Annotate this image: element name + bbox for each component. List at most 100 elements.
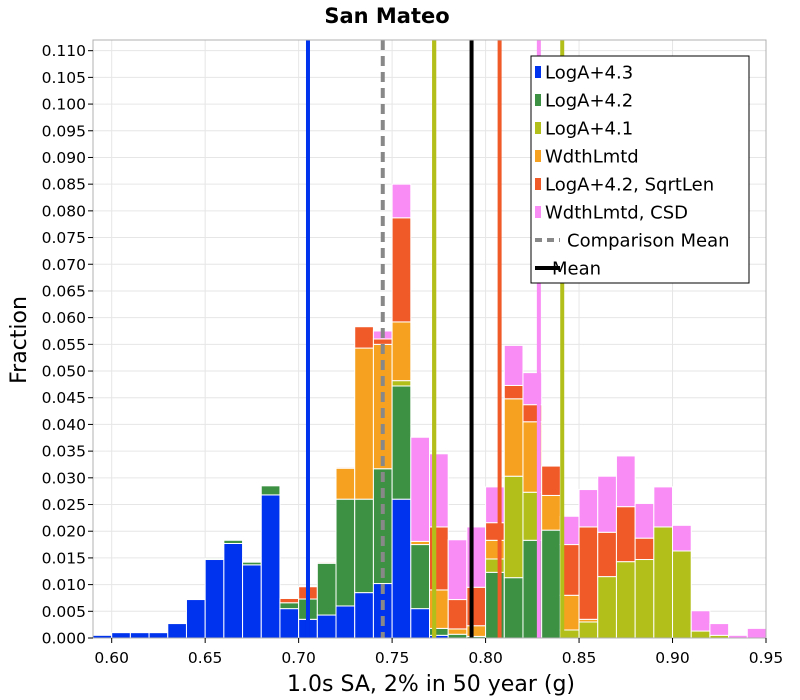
bar-segment: LogA+4.3: 0.0268 xyxy=(260,494,281,639)
bar-segment: WdthLmtd, CSD: 0.0112 xyxy=(447,539,468,601)
bar-segment: LogA+4.1: 0.0163 xyxy=(672,550,692,639)
bar-segment: LogA+4.1: 0.0115 xyxy=(597,576,617,639)
bar-segment: WdthLmtd, CSD: 0.0063 xyxy=(391,183,412,219)
y-axis-label: Fraction xyxy=(7,296,32,384)
legend-swatch xyxy=(535,150,541,162)
legend-swatch xyxy=(535,122,541,134)
x-tick-label: 0.65 xyxy=(188,649,223,667)
bar-segment: LogA+4.3: 0.001 xyxy=(148,632,169,639)
legend-swatch xyxy=(535,66,541,78)
x-tick-label: 0.60 xyxy=(94,649,129,667)
bar-segment: LogA+4.3: 0.006 xyxy=(335,605,356,639)
y-tick-label: 0.000 xyxy=(42,630,86,648)
bar-segment: LogA+4.2, SqrtLen: 0.0055 xyxy=(447,599,468,630)
bar-segment: LogA+4.2: 0.0017 xyxy=(260,485,281,496)
bar-segment: LogA+4.2, SqrtLen: 0.001 xyxy=(372,338,393,345)
legend-label: WdthLmtd xyxy=(545,147,639,168)
bar-segment: WdthLmtd, CSD: 0.0105 xyxy=(597,475,617,533)
x-axis-label: 1.0s SA, 2% in 50 year (g) xyxy=(287,672,575,697)
legend-label: LogA+4.1 xyxy=(545,119,633,140)
y-tick-label: 0.035 xyxy=(42,443,86,461)
chart-title: San Mateo xyxy=(324,4,449,28)
y-tick-label: 0.100 xyxy=(42,96,86,114)
y-tick-label: 0.025 xyxy=(42,496,86,514)
y-tick-label: 0.095 xyxy=(42,122,86,140)
x-tick-label: 0.75 xyxy=(375,649,410,667)
bar-segment: LogA+4.2, SqrtLen: 0.0055 xyxy=(541,465,561,496)
plot-area-frame xyxy=(92,39,767,639)
bar-segment: LogA+4.3: 0.0137 xyxy=(242,564,262,639)
bar-segment: LogA+4.2: 0.012 xyxy=(410,544,430,610)
y-tick-label: 0.080 xyxy=(42,202,86,220)
y-tick-label: 0.015 xyxy=(42,549,86,567)
legend-swatch xyxy=(535,94,541,106)
x-tick-label: 0.90 xyxy=(655,649,690,667)
bar-segment: LogA+4.3: 0.0043 xyxy=(316,614,337,639)
bar-segment: WdthLmtd, CSD: 0.007 xyxy=(578,489,599,528)
y-tick-label: 0.010 xyxy=(42,576,86,594)
bar-segment: LogA+4.3: 0.026 xyxy=(391,498,412,639)
bar-segment: LogA+4.2: 0.02 xyxy=(335,498,356,607)
bar-segment: LogA+4.2: 0.0175 xyxy=(354,498,374,594)
bar-segment: LogA+4.2, SqrtLen: 0.004 xyxy=(634,537,655,561)
vertical-reference-lines xyxy=(305,40,565,638)
bar-segment: WdthLmtd: 0.0065 xyxy=(541,494,561,531)
y-tick-label: 0.030 xyxy=(42,469,86,487)
legend-box xyxy=(530,55,750,284)
y-tick-label: 0.005 xyxy=(42,603,86,621)
y-tick-label: 0.060 xyxy=(42,309,86,327)
y-tick-label: 0.085 xyxy=(42,176,86,194)
bar-segment: LogA+4.2: 0.0002 xyxy=(204,557,225,561)
bar-segment: LogA+4.1: 0.0147 xyxy=(634,559,655,639)
legend-label: Comparison Mean xyxy=(567,231,730,252)
x-tick-label: 0.70 xyxy=(281,649,316,667)
x-tick-label: 0.95 xyxy=(749,649,784,667)
bar-segment: WdthLmtd: 0.0145 xyxy=(503,398,524,477)
bar-segment: LogA+4.2: 0.0212 xyxy=(391,385,412,500)
bar-segment: LogA+4.3: 0.0177 xyxy=(223,542,244,639)
bar-segment: LogA+4.3: 0.0085 xyxy=(354,592,374,639)
y-tick-label: 0.070 xyxy=(42,256,86,274)
bar-segment: WdthLmtd, CSD: 0.0065 xyxy=(634,502,655,539)
bar-segment: LogA+4.2, SqrtLen: 0.0195 xyxy=(391,217,412,323)
bar-segment: LogA+4.2, SqrtLen: 0.0002 xyxy=(316,561,337,564)
y-tick-label: 0.090 xyxy=(42,149,86,167)
y-tick-label: 0.065 xyxy=(42,282,86,300)
y-axis-ticks: 0.000 0.005 0.010 0.015 0.020 0.025 0.030 0.035… xyxy=(42,42,93,648)
bar-segment: WdthLmtd, CSD: 0.0022 xyxy=(709,623,730,636)
bar-segment: LogA+4.2, SqrtLen: 0.004 xyxy=(354,326,374,349)
bar-segment: WdthLmtd: 0.0283 xyxy=(354,347,374,500)
bar-segment: WdthLmtd, CSD: 0.0075 xyxy=(503,344,524,386)
y-tick-label: 0.055 xyxy=(42,336,86,354)
legend-label: LogA+4.2 xyxy=(545,91,633,112)
bar-segment: LogA+4.3: 0.0055 xyxy=(279,608,300,639)
bar-segment: LogA+4.3: 0.0072 xyxy=(185,599,206,639)
y-tick-label: 0.105 xyxy=(42,69,86,87)
bar-segment: LogA+4.2, SqrtLen: 0.0173 xyxy=(578,526,599,620)
x-tick-label: 0.85 xyxy=(562,649,597,667)
bar-segment: LogA+4.2: 0.0007 xyxy=(447,633,468,639)
bar-segment: LogA+4.3: 0.0027 xyxy=(167,623,187,639)
y-tick-label: 0.075 xyxy=(42,229,86,247)
bar-segment: LogA+4.2, SqrtLen: 0.0008 xyxy=(279,597,300,604)
bar-segment: LogA+4.2, SqrtLen: 0.0103 xyxy=(615,506,636,563)
bar-segment: LogA+4.3: 0.0147 xyxy=(204,559,225,639)
bar-segment: LogA+4.2: 0.0113 xyxy=(503,577,524,639)
bar-segment: WdthLmtd, CSD: 0.0038 xyxy=(690,610,711,632)
y-tick-label: 0.045 xyxy=(42,389,86,407)
y-tick-label: 0.020 xyxy=(42,523,86,541)
bar-segment: LogA+4.1: 0.0013 xyxy=(690,630,711,639)
bar-segment: LogA+4.2: 0.0005 xyxy=(242,561,262,566)
bar-segment: LogA+4.2, SqrtLen: 0.0002 xyxy=(335,466,356,469)
legend-label: WdthLmtd, CSD xyxy=(545,203,688,224)
legend-label: Mean xyxy=(552,259,601,280)
legend-swatch xyxy=(535,206,541,218)
bar-segment: WdthLmtd, CSD: 0.0095 xyxy=(615,455,636,508)
x-tick-label: 0.80 xyxy=(468,649,503,667)
bar-segment: LogA+4.1: 0.0208 xyxy=(653,526,674,639)
bar-segment: WdthLmtd: 0.011 xyxy=(391,321,412,382)
bar-segment: LogA+4.3: 0.001 xyxy=(111,632,131,639)
bar-segment: WdthLmtd, CSD: 0.0048 xyxy=(672,524,692,552)
bar-segment: LogA+4.2: 0.0011 xyxy=(279,602,300,610)
